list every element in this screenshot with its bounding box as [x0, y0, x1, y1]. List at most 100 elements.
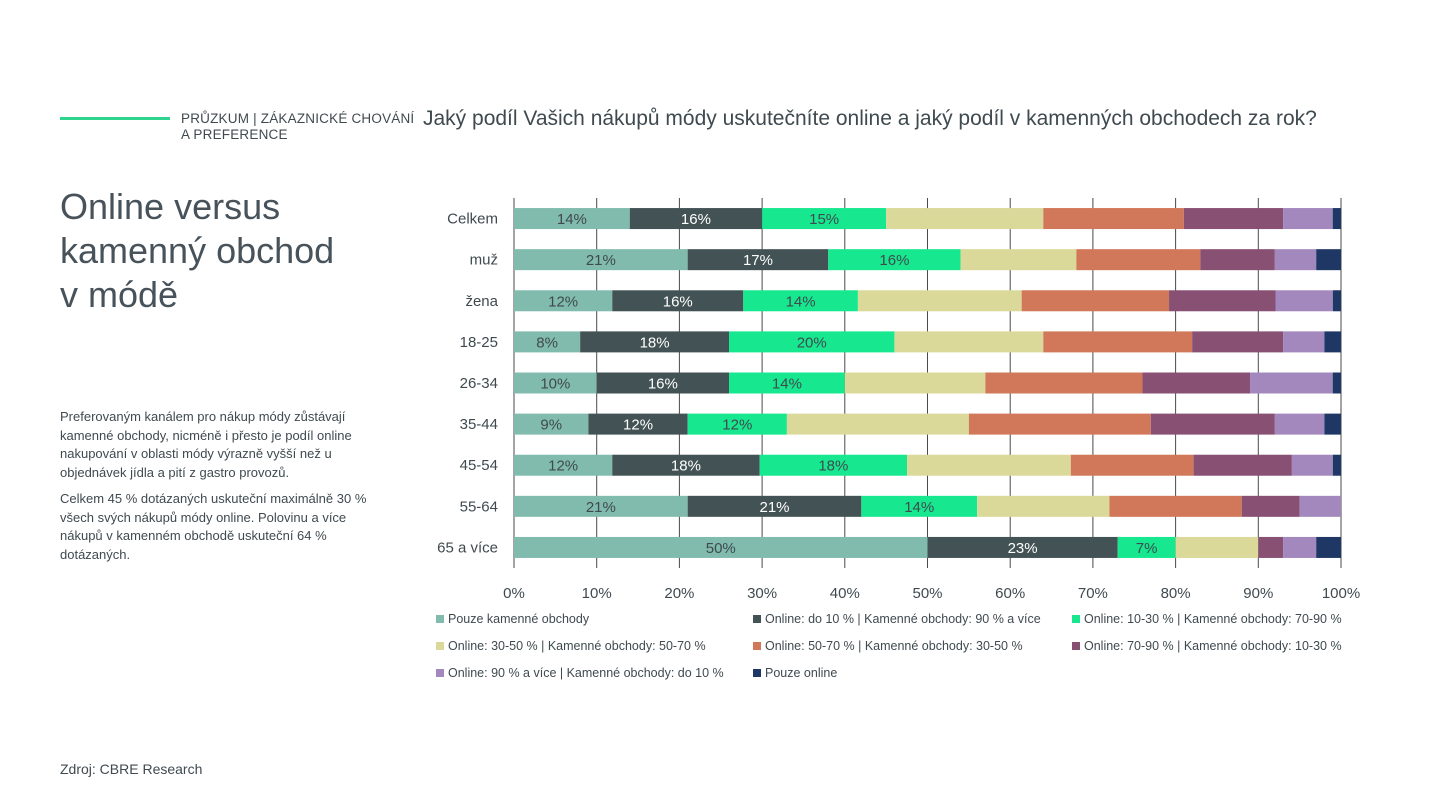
- bar-segment: [1332, 372, 1341, 394]
- data-label: 16%: [681, 211, 711, 228]
- bar-segment: [580, 331, 730, 353]
- bar-segment: [1283, 208, 1333, 230]
- bar-segment: [1283, 331, 1325, 353]
- bar-segment: [743, 290, 858, 312]
- bar-segment: [596, 372, 730, 394]
- bar-segment: [1117, 536, 1176, 558]
- data-label: 16%: [879, 252, 909, 269]
- data-label: 12%: [623, 417, 653, 434]
- bar-segment: [844, 372, 986, 394]
- category-label: 55-64: [460, 498, 498, 515]
- bar-segment: [1274, 249, 1317, 271]
- bar-segment: [1142, 372, 1251, 394]
- x-tick-label: 60%: [995, 585, 1025, 602]
- bar-segment: [1316, 249, 1341, 271]
- data-label: 18%: [818, 458, 848, 475]
- title-line-3: v módě: [60, 274, 179, 315]
- bar-segment: [1274, 413, 1325, 435]
- data-label: 12%: [548, 293, 578, 310]
- bar-segment: [759, 454, 908, 476]
- category-label: 65 a více: [437, 539, 498, 556]
- legend-label: Online: 50-70 % | Kamenné obchody: 30-50…: [765, 639, 1023, 653]
- bar-segment: [1021, 290, 1170, 312]
- bar-segment: [1250, 372, 1333, 394]
- title-line-1: Online versus: [60, 186, 281, 227]
- bar-segment: [1332, 290, 1341, 312]
- bar-segment: [514, 290, 613, 312]
- x-tick-label: 10%: [582, 585, 612, 602]
- data-label: 18%: [640, 334, 670, 351]
- bar-segment: [1241, 495, 1300, 517]
- bar-segment: [985, 372, 1143, 394]
- bar-segment: [687, 249, 829, 271]
- legend-item: Online: 50-70 % | Kamenné obchody: 30-50…: [753, 639, 1023, 653]
- bar-segment: [1283, 536, 1317, 558]
- legend-item: Pouze online: [753, 666, 837, 680]
- legend-swatch: [1072, 615, 1080, 623]
- bar-segment: [1043, 208, 1184, 230]
- data-label: 14%: [786, 293, 816, 310]
- bar-segment: [1200, 249, 1275, 271]
- bar-segment: [1183, 208, 1284, 230]
- legend-swatch: [1072, 642, 1080, 650]
- legend-swatch: [436, 669, 444, 677]
- description-paragraph-2: Celkem 45 % dotázaných uskuteční maximál…: [60, 491, 367, 562]
- bar-segment: [514, 454, 613, 476]
- legend-item: Online: 70-90 % | Kamenné obchody: 10-30…: [1072, 639, 1342, 653]
- legend-label: Pouze kamenné obchody: [448, 612, 590, 626]
- bar-segment: [1150, 413, 1275, 435]
- legend-label: Pouze online: [765, 666, 838, 680]
- data-label: 20%: [797, 334, 827, 351]
- data-label: 21%: [759, 499, 789, 516]
- bar-segment: [1324, 413, 1341, 435]
- bar-segment: [1175, 536, 1259, 558]
- data-label: 15%: [809, 211, 839, 228]
- bar-segment: [894, 331, 1044, 353]
- legend-swatch: [753, 642, 761, 650]
- data-label: 18%: [671, 458, 701, 475]
- bar-segment: [1258, 536, 1284, 558]
- bar-segment: [1076, 249, 1201, 271]
- legend-item: Online: 10-30 % | Kamenné obchody: 70-90…: [1072, 612, 1342, 626]
- page-title: Online versus kamenný obchod v módě: [60, 185, 390, 317]
- bar-segment: [968, 413, 1151, 435]
- bar-segment: [514, 413, 589, 435]
- survey-question: Jaký podíl Vašich nákupů módy uskutečnít…: [423, 107, 1317, 130]
- bar-segment: [588, 413, 688, 435]
- bar-segment: [857, 290, 1022, 312]
- bar-segment: [1275, 290, 1333, 312]
- bar-segment: [786, 413, 969, 435]
- category-label: 35-44: [460, 416, 498, 433]
- data-label: 14%: [772, 376, 802, 393]
- data-label: 17%: [743, 252, 773, 269]
- bar-segment: [886, 208, 1044, 230]
- bar-segment: [514, 331, 581, 353]
- source-note: Zdroj: CBRE Research: [60, 761, 203, 777]
- legend-swatch: [436, 642, 444, 650]
- category-label: 26-34: [460, 375, 498, 392]
- x-tick-label: 90%: [1243, 585, 1273, 602]
- data-label: 16%: [663, 293, 693, 310]
- bar-segment: [960, 249, 1077, 271]
- data-label: 21%: [586, 252, 616, 269]
- legend-label: Online: 90 % a více | Kamenné obchody: d…: [448, 666, 724, 680]
- data-label: 50%: [706, 540, 736, 557]
- bar-segment: [687, 495, 862, 517]
- bar-segment: [977, 495, 1110, 517]
- kicker-line-2: A PREFERENCE: [181, 127, 288, 142]
- category-label: 18-25: [460, 334, 498, 351]
- x-tick-label: 30%: [747, 585, 777, 602]
- data-label: 7%: [1136, 540, 1158, 557]
- bar-segment: [1193, 454, 1292, 476]
- data-label: 14%: [904, 499, 934, 516]
- category-label: žena: [465, 293, 498, 310]
- bar-segment: [514, 495, 688, 517]
- bar-segment: [1332, 208, 1341, 230]
- x-tick-label: 20%: [664, 585, 694, 602]
- legend-swatch: [753, 669, 761, 677]
- legend-label: Online: 70-90 % | Kamenné obchody: 10-30…: [1084, 639, 1342, 653]
- bar-segment: [729, 331, 895, 353]
- data-label: 21%: [586, 499, 616, 516]
- category-label: 45-54: [460, 457, 498, 474]
- data-label: 10%: [540, 376, 570, 393]
